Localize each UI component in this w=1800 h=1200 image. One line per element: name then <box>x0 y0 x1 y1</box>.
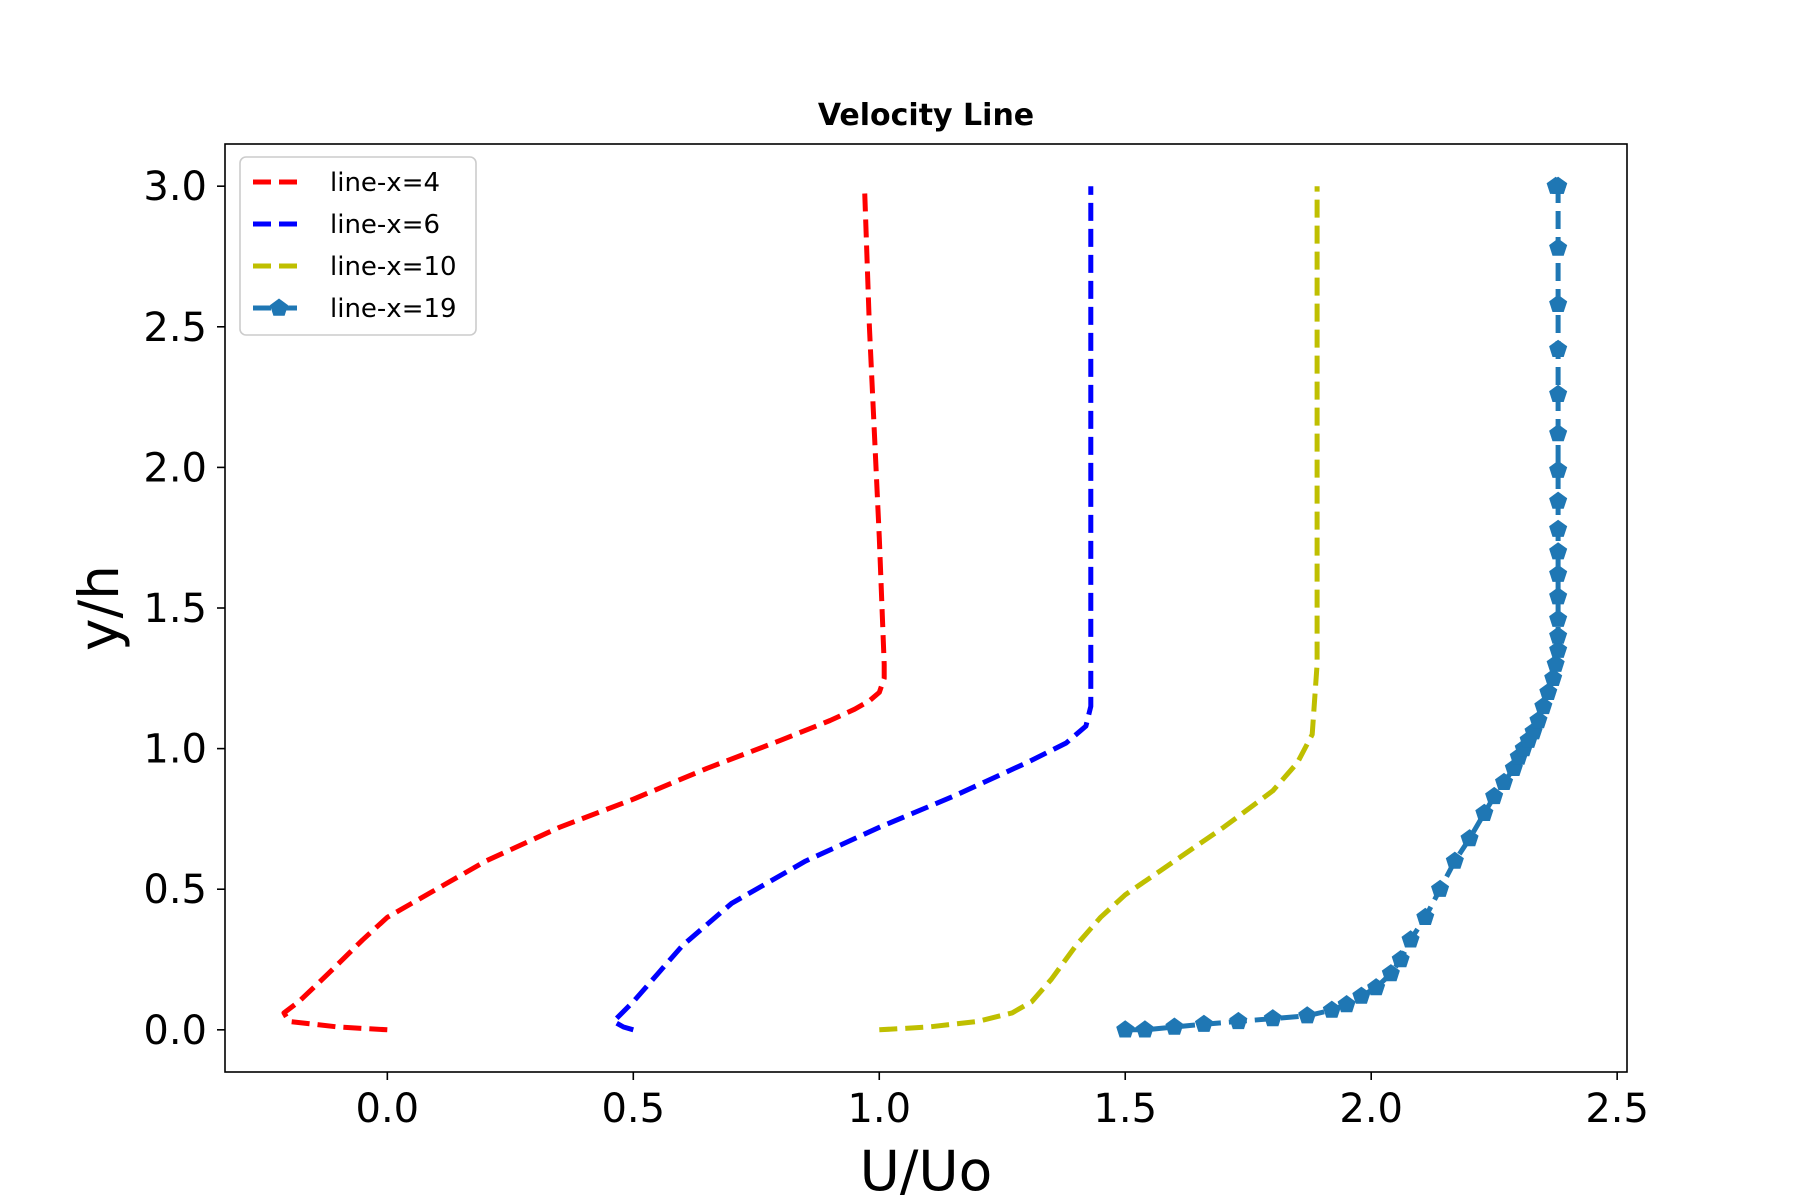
legend-label: line-x=6 <box>330 210 440 240</box>
data-point <box>1549 491 1568 509</box>
data-point <box>1485 786 1504 805</box>
data-point <box>1367 978 1386 996</box>
data-point <box>1445 851 1464 869</box>
series-line-line-x-4 <box>281 186 887 1033</box>
data-point <box>1534 696 1553 715</box>
data-point <box>1165 1017 1184 1035</box>
data-point <box>1401 930 1420 948</box>
x-tick-label: 1.5 <box>1093 1086 1157 1132</box>
data-point <box>1391 950 1410 968</box>
legend-label: line-x=10 <box>330 252 457 282</box>
data-point <box>1549 542 1568 560</box>
series-layer <box>281 176 1568 1038</box>
data-point <box>1549 238 1568 256</box>
data-point <box>1539 682 1558 700</box>
data-point <box>1460 829 1479 847</box>
data-point <box>1549 626 1568 644</box>
data-point <box>1546 176 1565 194</box>
x-tick-label: 2.0 <box>1339 1086 1403 1132</box>
data-point <box>1549 609 1568 627</box>
data-point <box>1549 460 1568 478</box>
series-line-line-x-10 <box>879 186 1320 1033</box>
data-point <box>1495 772 1514 790</box>
chart-title: Velocity Line <box>818 98 1034 133</box>
y-tick-label: 2.5 <box>143 305 207 351</box>
y-tick-label: 1.0 <box>143 727 207 773</box>
data-point <box>1549 424 1568 442</box>
y-tick-label: 0.5 <box>143 867 207 913</box>
data-point <box>1546 654 1565 672</box>
y-axis-label: y/h <box>67 565 131 651</box>
legend-box <box>239 156 477 336</box>
data-point <box>1475 803 1494 821</box>
y-tick-label: 0.0 <box>143 1008 207 1054</box>
series-line-line-x-6 <box>611 186 1094 1033</box>
data-point <box>1549 640 1568 658</box>
y-axis-ticks: 0.0 0.5 1.0 1.5 2.0 2.5 3.0 <box>143 164 225 1054</box>
data-point <box>1298 1006 1317 1024</box>
data-point <box>1229 1011 1248 1030</box>
legend-marker <box>270 298 288 316</box>
data-point <box>1416 907 1435 925</box>
data-point <box>1529 711 1548 729</box>
data-point <box>1352 986 1371 1004</box>
legend: line-x=4 line-x=6 line-x=10 line-x=19 <box>239 156 477 336</box>
x-tick-label: 0.5 <box>601 1086 665 1132</box>
data-point <box>1263 1009 1282 1027</box>
data-point <box>1549 519 1568 537</box>
x-tick-label: 2.5 <box>1585 1086 1649 1132</box>
x-axis-label: U/Uo <box>860 1139 993 1200</box>
data-point <box>1549 564 1568 582</box>
data-point <box>1116 1020 1135 1038</box>
y-tick-label: 2.0 <box>143 445 207 491</box>
y-tick-label: 1.5 <box>143 586 207 632</box>
data-point <box>1549 384 1568 402</box>
data-point <box>1381 964 1400 982</box>
x-tick-label: 0.0 <box>356 1086 420 1132</box>
data-point <box>1549 339 1568 357</box>
x-tick-label: 1.0 <box>847 1086 911 1132</box>
data-point <box>1549 587 1568 605</box>
y-tick-label: 3.0 <box>143 164 207 210</box>
data-point <box>1337 995 1356 1013</box>
data-point <box>1194 1014 1213 1032</box>
data-point <box>1544 668 1563 686</box>
legend-label: line-x=4 <box>330 168 440 198</box>
data-point <box>1322 1000 1341 1018</box>
data-point <box>1549 294 1568 312</box>
data-point <box>1135 1020 1154 1038</box>
legend-label: line-x=19 <box>330 294 457 324</box>
data-point <box>1431 879 1450 897</box>
x-axis-ticks: 0.0 0.5 1.0 1.5 2.0 2.5 <box>356 1072 1649 1132</box>
